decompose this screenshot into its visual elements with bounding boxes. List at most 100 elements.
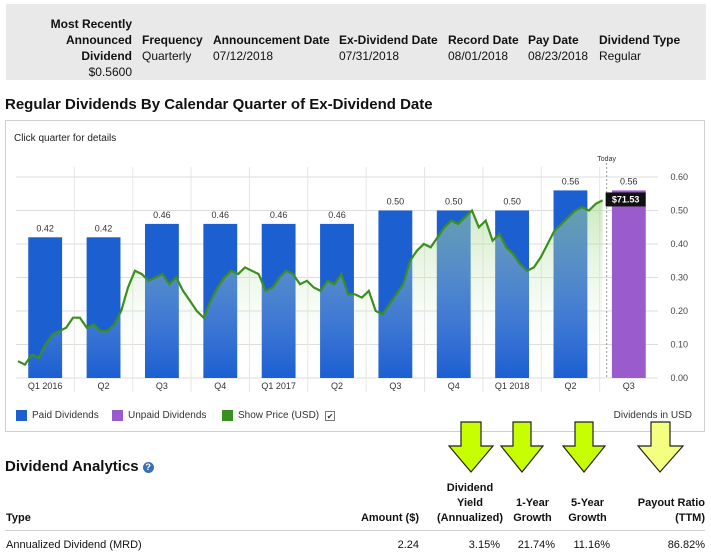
pay-date-value: 08/23/2018: [528, 49, 589, 63]
announcement-value: 07/12/2018: [213, 49, 274, 63]
most-recent-value: $0.5600: [88, 65, 132, 79]
yield-header-line1: Dividend: [446, 482, 494, 494]
record-date-value: 08/01/2018: [448, 49, 509, 63]
ex-dividend-header: Ex-Dividend Date: [339, 33, 438, 47]
x-tick-label: Q1 2017: [261, 381, 296, 391]
analytics-title: Dividend Analytics: [5, 458, 139, 475]
chart-hint: Click quarter for details: [14, 133, 117, 144]
bar-value-label: 0.46: [153, 210, 171, 220]
ex-dividend-column: Ex-Dividend Date 07/31/2018: [339, 32, 438, 64]
growth5-header-line1: 5-Year: [570, 497, 605, 509]
y-tick-label: 0.00: [670, 373, 688, 383]
growth1-header-line2: Growth: [513, 512, 552, 524]
analytics-title-wrap: Dividend Analytics?: [5, 458, 154, 475]
bar-value-label: 0.56: [562, 176, 580, 186]
bar-value-label: 0.42: [36, 223, 54, 233]
payout-header-line1: Payout Ratio: [637, 497, 705, 509]
legend-price-label: Show Price (USD): [238, 410, 320, 421]
row-payout: 86.82%: [667, 539, 705, 551]
show-price-checkbox[interactable]: ✔: [325, 410, 336, 421]
ex-dividend-value: 07/31/2018: [339, 49, 400, 63]
row-growth1: 21.74%: [517, 539, 555, 551]
x-tick-label: Q3: [623, 381, 635, 391]
yield-header-line3: (Annualized): [437, 512, 503, 524]
dividend-chart-panel: Click quarter for details 0.00 0.10 0.20 0.…: [5, 120, 705, 432]
row-type: Annualized Dividend (MRD): [6, 539, 142, 551]
dividend-type-value: Regular: [599, 49, 642, 63]
legend-paid-label: Paid Dividends: [32, 410, 99, 421]
bar-value-label: 0.46: [270, 210, 288, 220]
price-area: [18, 200, 603, 378]
x-tick-label: Q3: [389, 381, 401, 391]
row-yield: 3.15%: [468, 539, 500, 551]
arrow-icon-growth1: [499, 421, 545, 473]
announcement-header: Announcement Date: [213, 33, 330, 47]
col-amount-header: Amount ($): [360, 512, 419, 524]
y-tick-label: 0.10: [670, 340, 688, 350]
bar-value-label: 0.50: [387, 197, 405, 207]
pay-date-column: Pay Date 08/23/2018: [528, 32, 588, 64]
col-growth5-header: 5-Year Growth: [560, 496, 615, 526]
col-type-header: Type: [6, 512, 31, 524]
legend-unpaid[interactable]: Unpaid Dividends: [112, 410, 206, 421]
bar-value-label: 0.46: [328, 210, 346, 220]
price-tag-box: [605, 192, 646, 207]
today-label: Today: [597, 156, 616, 163]
dividend-summary-panel: Most Recently Announced Dividend $0.5600…: [6, 4, 706, 80]
record-date-column: Record Date 08/01/2018: [448, 32, 519, 64]
bar-value-label: 0.50: [503, 197, 521, 207]
row-growth5: 11.16%: [573, 539, 611, 551]
paid-swatch: [16, 410, 27, 421]
info-icon[interactable]: ?: [142, 461, 154, 473]
table-header-divider: [5, 530, 705, 531]
legend-paid[interactable]: Paid Dividends: [16, 410, 99, 421]
x-tick-label: Q3: [156, 381, 168, 391]
price-line: [17, 199, 604, 366]
most-recent-header-1: Most Recently: [50, 17, 132, 31]
x-tick-label: Q4: [214, 381, 226, 391]
yield-header-line2: Yield: [457, 497, 483, 509]
y-tick-label: 0.20: [670, 306, 688, 316]
payout-header-line2: (TTM): [675, 512, 705, 524]
record-date-header: Record Date: [448, 33, 519, 47]
legend-price[interactable]: Show Price (USD) ✔: [222, 410, 336, 421]
price-tag-label: $71.53: [612, 194, 640, 204]
y-tick-label: 0.60: [670, 172, 688, 182]
y-tick-label: 0.40: [670, 239, 688, 249]
bar-value-label: 0.42: [95, 223, 113, 233]
row-amount: 2.24: [397, 539, 419, 551]
most-recent-header-2: Announced Dividend: [66, 33, 132, 63]
x-tick-label: Q2: [331, 381, 343, 391]
chart-section-title: Regular Dividends By Calendar Quarter of…: [5, 96, 433, 113]
col-payout-header: Payout Ratio (TTM): [615, 496, 705, 526]
arrow-icon-payout: [636, 421, 685, 473]
growth1-header-line1: 1-Year: [515, 497, 550, 509]
frequency-column: Frequency Quarterly: [142, 32, 203, 64]
y-tick-label: 0.50: [670, 206, 688, 216]
bar-value-label: 0.50: [445, 197, 463, 207]
y-tick-label: 0.30: [670, 273, 688, 283]
col-growth1-header: 1-Year Growth: [505, 496, 560, 526]
pay-date-header: Pay Date: [528, 33, 579, 47]
units-label: Dividends in USD: [613, 410, 692, 421]
announcement-column: Announcement Date 07/12/2018: [213, 32, 330, 64]
most-recent-column: Most Recently Announced Dividend $0.5600: [22, 16, 132, 80]
growth5-header-line2: Growth: [568, 512, 607, 524]
x-tick-label: Q1 2016: [28, 381, 63, 391]
arrow-icon-growth5: [561, 421, 607, 473]
dividend-bar[interactable]: [611, 190, 646, 378]
price-swatch: [222, 410, 233, 421]
arrow-icon-yield: [447, 421, 495, 473]
x-tick-label: Q2: [564, 381, 576, 391]
bar-value-label: 0.46: [212, 210, 230, 220]
unpaid-swatch: [112, 410, 123, 421]
dividend-chart[interactable]: 0.00 0.10 0.20 0.30 0.40 0.50 0.60 Today 0.42 Q1 …: [6, 121, 704, 401]
col-yield-header: Dividend Yield (Annualized): [430, 481, 510, 526]
frequency-value: Quarterly: [142, 49, 192, 63]
highlight-arrows: [447, 421, 685, 473]
dividend-type-column: Dividend Type Regular: [599, 32, 680, 64]
frequency-header: Frequency: [142, 33, 203, 47]
legend-unpaid-label: Unpaid Dividends: [128, 410, 207, 421]
x-tick-label: Q1 2018: [495, 381, 530, 391]
x-tick-label: Q4: [448, 381, 460, 391]
